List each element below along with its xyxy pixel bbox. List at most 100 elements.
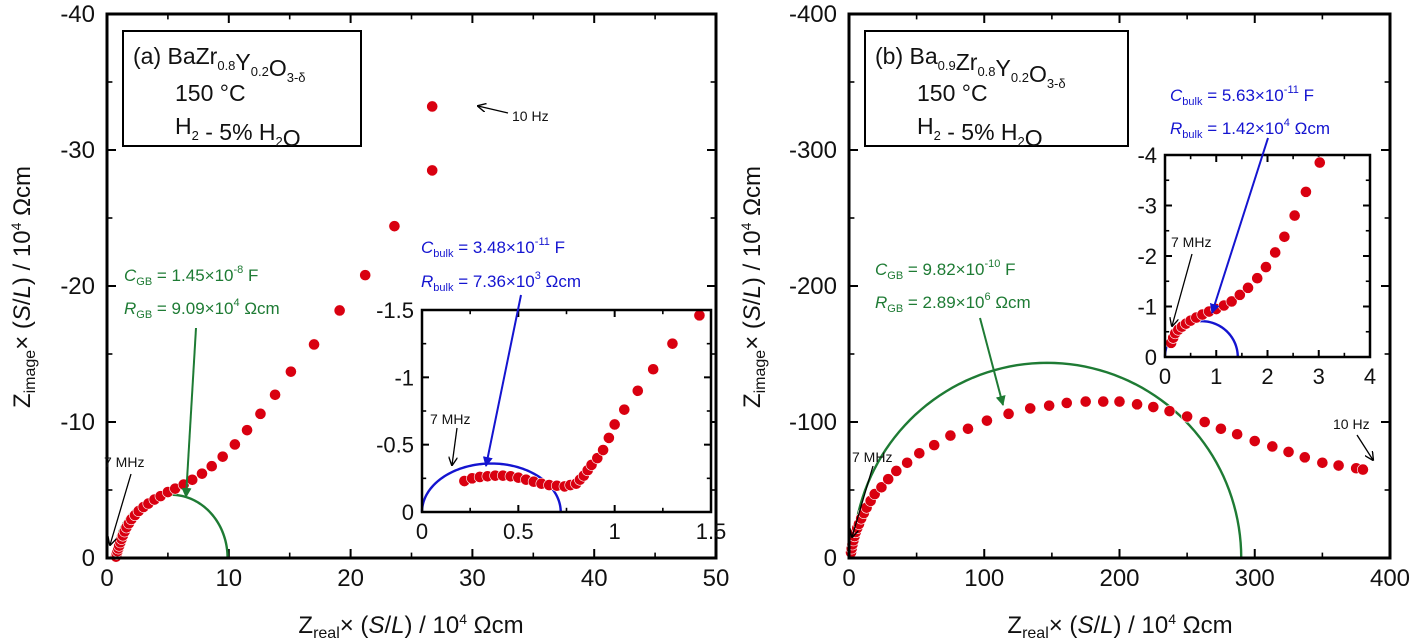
chart-b-inset-frame: [1163, 153, 1372, 359]
data-point: [1131, 398, 1143, 411]
data-point: [1278, 230, 1291, 243]
data-point: [981, 414, 993, 427]
subscript: 0.2: [1011, 70, 1029, 85]
chart-a-plot-frame: [105, 12, 718, 560]
chart-b-inset-7mhz-label: 7 MHz: [1171, 234, 1211, 250]
chart-a-nyquist-plot: 0-10-20-30-40 0 10 20 30 40 50 Zreal× (S/L) /…: [8, 1, 729, 642]
data-point: [426, 100, 439, 113]
y-tick-label: -1: [1137, 295, 1157, 320]
chart-b-inset: 0 -1 -2 -3 -4 0 1 2 3 4 7 MHz: [1137, 143, 1376, 389]
y-tick-label: 0: [402, 500, 414, 525]
chart-a-inset-frame: [420, 308, 713, 514]
data-point: [913, 447, 926, 460]
svg-text:CGB = 9.82×10-10 F: CGB = 9.82×10-10 F: [875, 258, 1016, 282]
data-point: [1147, 401, 1160, 413]
x-tick-label: 0: [100, 565, 113, 592]
data-point: [1060, 397, 1073, 409]
chart-a-x-tick-labels: 0 10 20 30 40 50: [100, 565, 729, 592]
data-point: [1097, 395, 1110, 408]
x-tick-label: 0: [1159, 364, 1171, 389]
chart-b-temperature-label: 150 °C: [917, 80, 988, 106]
chart-a-inset-data-points: [458, 309, 706, 493]
subscript: 0.8: [977, 64, 995, 79]
y-tick-label: 0: [1145, 345, 1157, 370]
text-part: - 5% H: [199, 119, 276, 145]
y-tick-label: -3: [1137, 194, 1157, 219]
subscript: 2: [276, 134, 283, 149]
data-point: [1269, 246, 1282, 259]
chart-a-composition-label: (a) BaZr0.8Y0.2O3-δ: [133, 43, 306, 85]
data-point: [1332, 459, 1345, 472]
text-part: Y: [996, 55, 1011, 81]
x-tick-label: 300: [1235, 565, 1275, 592]
data-point: [666, 337, 679, 350]
svg-text:Cbulk = 3.48×10-11 F: Cbulk = 3.48×10-11 F: [421, 236, 565, 260]
chart-b-plot-frame: [847, 12, 1392, 560]
text-part: Ba: [910, 43, 938, 69]
y-tick-label: -1: [394, 365, 414, 390]
chart-b-composition-label: (b) Ba0.9Zr0.8Y0.2O3-δ: [875, 43, 1066, 91]
y-tick-label: -30: [60, 137, 95, 164]
svg-text:Rbulk = 1.42×104 Ωcm: Rbulk = 1.42×104 Ωcm: [1170, 117, 1330, 141]
svg-text:CGB = 1.45×10-8 F: CGB = 1.45×10-8 F: [124, 264, 258, 288]
data-point: [602, 432, 615, 444]
chart-b-y-axis-title: Zimage× (S/L) / 104 Ωcm: [738, 166, 769, 408]
chart-a-10hz-arrow: [478, 106, 509, 114]
chart-b-inset-y-tick-labels: 0 -1 -2 -3 -4: [1137, 143, 1157, 370]
chart-a-inset-7mhz-arrow: [452, 427, 458, 465]
x-tick-label: 2: [1261, 364, 1273, 389]
y-tick-label: -400: [789, 1, 837, 28]
x-tick-label: 4: [1364, 364, 1376, 389]
data-point: [928, 439, 941, 452]
svg-text:RGB = 2.89×106 Ωcm: RGB = 2.89×106 Ωcm: [875, 291, 1031, 315]
data-point: [205, 460, 218, 473]
data-point: [1079, 395, 1092, 408]
chart-b-bulk-fit-label: Cbulk = 5.63×10-11 F Rbulk = 1.42×104 Ωc…: [1170, 84, 1330, 141]
text-part: H: [175, 113, 192, 139]
subscript: 2: [934, 128, 941, 143]
chart-b-data-points: [845, 395, 1369, 559]
data-point: [388, 220, 401, 233]
text-part: O: [283, 125, 301, 151]
data-point: [1300, 185, 1312, 198]
data-point: [1282, 446, 1295, 458]
subscript: 2: [1018, 134, 1025, 149]
data-point: [1298, 451, 1311, 464]
chart-b-info-box: (b) Ba0.9Zr0.8Y0.2O3-δ 150 °C H2 - 5% H2…: [864, 30, 1129, 151]
text-part: (b): [875, 43, 910, 69]
data-point: [591, 452, 604, 465]
chart-a-10hz-label: 10 Hz: [512, 108, 549, 124]
data-point: [890, 465, 903, 477]
chart-a-inset: 0 -0.5 -1 -1.5 0 0.5 1 1.5 7 MHz: [376, 298, 726, 544]
chart-b-gb-arrow: [979, 317, 1006, 406]
data-point: [285, 365, 297, 378]
chart-a-gb-arrow: [181, 327, 197, 498]
text-part: Zr: [956, 49, 978, 75]
data-point: [944, 429, 957, 442]
data-point: [359, 269, 372, 282]
data-point: [1198, 416, 1211, 428]
subscript: 3-δ: [287, 70, 306, 85]
text-part: (a): [133, 43, 168, 69]
data-point: [875, 481, 888, 494]
data-point: [426, 164, 439, 177]
x-tick-label: 20: [337, 565, 364, 592]
chart-a-gb-fit-label: CGB = 1.45×10-8 F RGB = 9.09×104 Ωcm: [124, 264, 280, 321]
data-point: [962, 422, 974, 435]
chart-b-gb-fit-arc: [851, 361, 1243, 559]
svg-text:Rbulk = 7.36×103 Ωcm: Rbulk = 7.36×103 Ωcm: [421, 270, 581, 294]
text-part: Y: [235, 49, 250, 75]
x-tick-label: 30: [459, 565, 486, 592]
chart-a-y-axis-title: Zimage× (S/L) / 104 Ωcm: [8, 166, 39, 408]
chart-b-x-tick-labels: 0 100 200 300 400: [842, 565, 1410, 592]
x-tick-label: 100: [964, 565, 1004, 592]
data-point: [1002, 407, 1015, 420]
data-point: [693, 309, 706, 322]
chart-b-atmosphere-label: H2 - 5% H2O: [917, 113, 1043, 151]
svg-text:Cbulk = 5.63×10-11 F: Cbulk = 5.63×10-11 F: [1170, 84, 1314, 108]
chart-b-y-tick-labels: 0 -100 -200 -300 -400: [789, 1, 837, 572]
text-part: O: [1025, 125, 1043, 151]
chart-a-y-tick-labels: 0 -10 -20 -30 -40: [60, 1, 95, 572]
subscript: 0.8: [217, 58, 235, 73]
data-point: [196, 467, 208, 480]
